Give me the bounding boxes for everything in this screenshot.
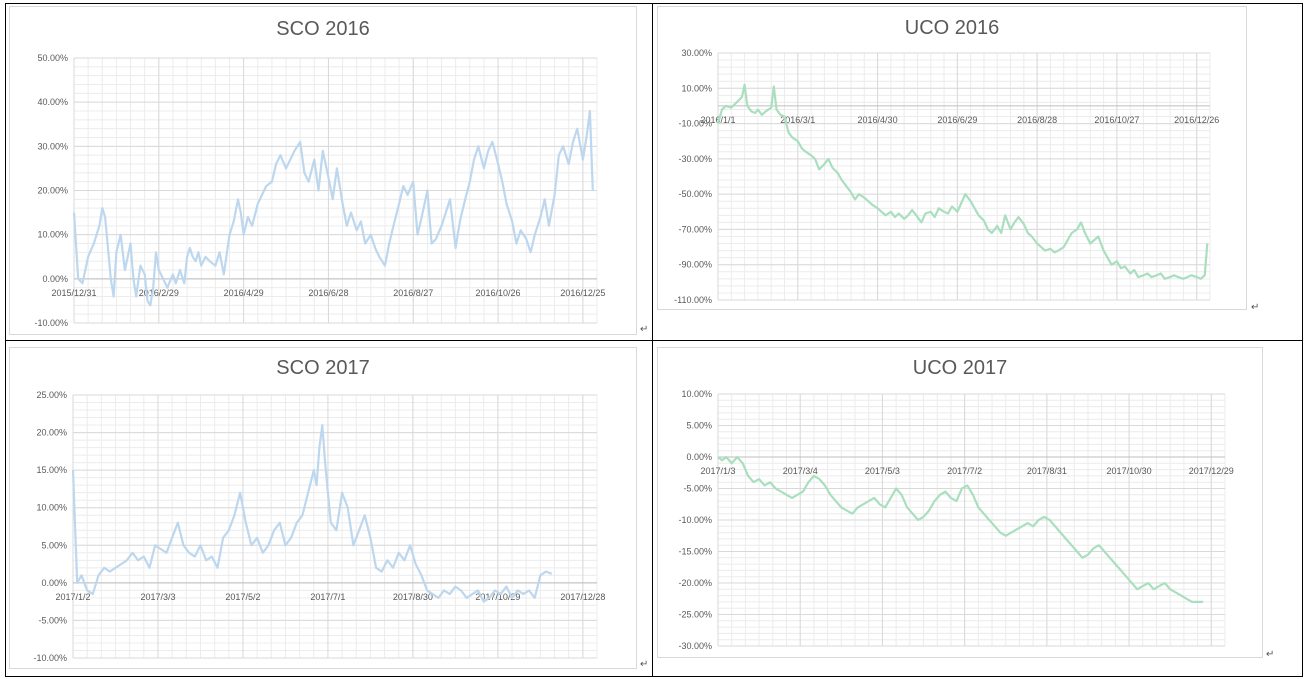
plot-area: 50.00% 40.00% 30.00% 20.00% 10.00% 0.00% -10.0… — [34, 53, 605, 328]
chart-title: SCO 2017 — [276, 357, 370, 379]
y-tick-label: -20.00% — [678, 578, 712, 588]
x-tick-label: 2017/10/29 — [475, 592, 520, 602]
chart-title: UCO 2016 — [904, 17, 1000, 39]
paragraph-mark: ↵ — [1266, 649, 1275, 660]
y-tick-label: 5.00% — [686, 421, 712, 431]
y-tick-label: 20.00% — [37, 186, 68, 196]
chart-title: UCO 2017 — [912, 357, 1008, 379]
series-line — [71, 423, 553, 603]
x-tick-label: 2016/12/25 — [560, 288, 605, 298]
x-tick-label: 2016/6/29 — [937, 115, 977, 125]
chart-uco-2017: 10.00% 5.00% 0.00% -5.00% -10.00% -15.00% -20.… — [657, 347, 1263, 658]
table-cell-top-right — [653, 3, 1303, 341]
x-tick-label: 2016/2/29 — [139, 288, 179, 298]
y-tick-label: 10.00% — [37, 230, 68, 240]
chart-sco-2017: 25.00% 20.00% 15.00% 10.00% 5.00% 0.00% -5.00%… — [9, 347, 637, 669]
y-tick-label: 5.00% — [41, 540, 67, 550]
y-tick-label: 10.00% — [681, 83, 712, 93]
series-line — [717, 455, 1204, 603]
x-tick-label: 2017/8/30 — [393, 592, 433, 602]
x-tick-label: 2016/10/26 — [476, 288, 521, 298]
x-tick-label: 2017/10/30 — [1107, 466, 1152, 476]
y-tick-label: 40.00% — [37, 97, 68, 107]
x-tick-label: 2016/4/30 — [858, 115, 898, 125]
x-tick-label: 2015/12/31 — [51, 288, 96, 298]
y-tick-label: 30.00% — [37, 141, 68, 151]
table-cell-top-left — [5, 3, 653, 341]
y-tick-label: -15.00% — [678, 547, 712, 557]
plot-area: 30.00% 10.00% -10.00% -30.00% -50.00% -70.00%… — [674, 48, 1219, 305]
y-tick-label: 50.00% — [37, 53, 68, 63]
y-tick-label: -30.00% — [678, 641, 712, 651]
x-tick-label: 2016/12/26 — [1174, 115, 1219, 125]
y-tick-label: -90.00% — [678, 260, 712, 270]
plot-area: 25.00% 20.00% 15.00% 10.00% 5.00% 0.00% -5.00%… — [33, 390, 605, 663]
y-tick-label: 0.00% — [686, 452, 712, 462]
y-tick-label: -5.00% — [683, 484, 712, 494]
x-tick-label: 2017/12/29 — [1189, 466, 1234, 476]
y-tick-label: 20.00% — [36, 428, 67, 438]
x-tick-label: 2016/6/28 — [308, 288, 348, 298]
table-cell-bottom-left — [5, 341, 653, 677]
table-cell-bottom-right — [653, 341, 1303, 677]
series-line — [72, 109, 594, 307]
x-tick-label: 2016/10/27 — [1094, 115, 1139, 125]
x-tick-label: 2017/1/2 — [55, 592, 90, 602]
x-tick-label: 2017/7/2 — [947, 466, 982, 476]
y-tick-label: -110.00% — [674, 295, 712, 305]
x-tick-label: 2016/8/27 — [393, 288, 433, 298]
chart-title: SCO 2016 — [276, 18, 370, 40]
x-tick-label: 2017/3/4 — [783, 466, 818, 476]
y-tick-label: 10.00% — [36, 503, 67, 513]
paragraph-mark: ↵ — [640, 324, 649, 335]
y-tick-label: 0.00% — [41, 578, 67, 588]
y-tick-label: -25.00% — [678, 610, 712, 620]
y-tick-label: 25.00% — [36, 390, 67, 400]
x-tick-label: 2017/12/28 — [560, 592, 605, 602]
y-tick-label: -70.00% — [678, 224, 712, 234]
x-tick-label: 2016/3/1 — [780, 115, 815, 125]
y-tick-label: 15.00% — [36, 465, 67, 475]
y-tick-label: -10.00% — [34, 318, 68, 328]
x-tick-label: 2017/1/3 — [700, 466, 735, 476]
x-tick-label: 2016/4/29 — [224, 288, 264, 298]
x-tick-label: 2017/3/3 — [140, 592, 175, 602]
y-tick-label: 10.00% — [681, 389, 712, 399]
chart-sco-2016: 50.00% 40.00% 30.00% 20.00% 10.00% 0.00% -10.0… — [9, 6, 637, 335]
x-tick-label: 2017/5/2 — [225, 592, 260, 602]
y-tick-label: -5.00% — [38, 615, 67, 625]
y-tick-label: -10.00% — [678, 515, 712, 525]
paragraph-mark: ↵ — [1251, 302, 1260, 313]
chart-uco-2016: 30.00% 10.00% -10.00% -30.00% -50.00% -70.00%… — [657, 6, 1247, 310]
series-line — [716, 83, 1209, 280]
y-tick-label: 0.00% — [42, 274, 68, 284]
y-tick-label: 30.00% — [681, 48, 712, 58]
paragraph-mark: ↵ — [640, 659, 649, 670]
x-tick-label: 2017/8/31 — [1027, 466, 1067, 476]
y-tick-label: -10.00% — [678, 119, 712, 129]
plot-area: 10.00% 5.00% 0.00% -5.00% -10.00% -15.00% -20.… — [678, 389, 1234, 651]
x-tick-label: 2017/5/3 — [865, 466, 900, 476]
y-tick-label: -10.00% — [33, 653, 67, 663]
y-tick-label: -50.00% — [678, 189, 712, 199]
x-tick-label: 2017/7/1 — [310, 592, 345, 602]
x-tick-label: 2016/8/28 — [1017, 115, 1057, 125]
y-tick-label: -30.00% — [678, 154, 712, 164]
